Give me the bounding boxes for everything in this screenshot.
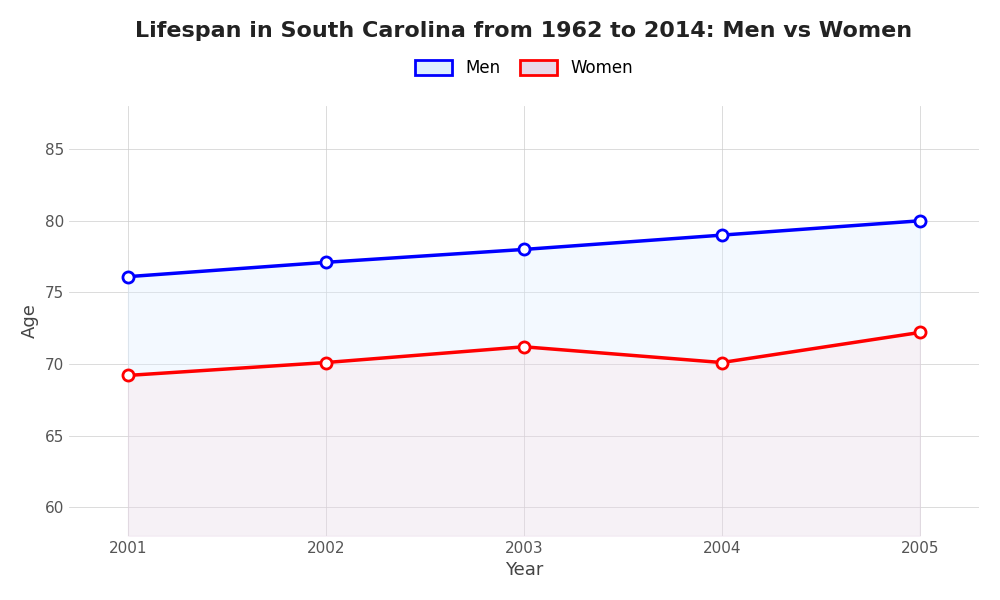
X-axis label: Year: Year xyxy=(505,561,543,579)
Y-axis label: Age: Age xyxy=(21,304,39,338)
Legend: Men, Women: Men, Women xyxy=(415,59,633,77)
Title: Lifespan in South Carolina from 1962 to 2014: Men vs Women: Lifespan in South Carolina from 1962 to … xyxy=(135,21,912,41)
